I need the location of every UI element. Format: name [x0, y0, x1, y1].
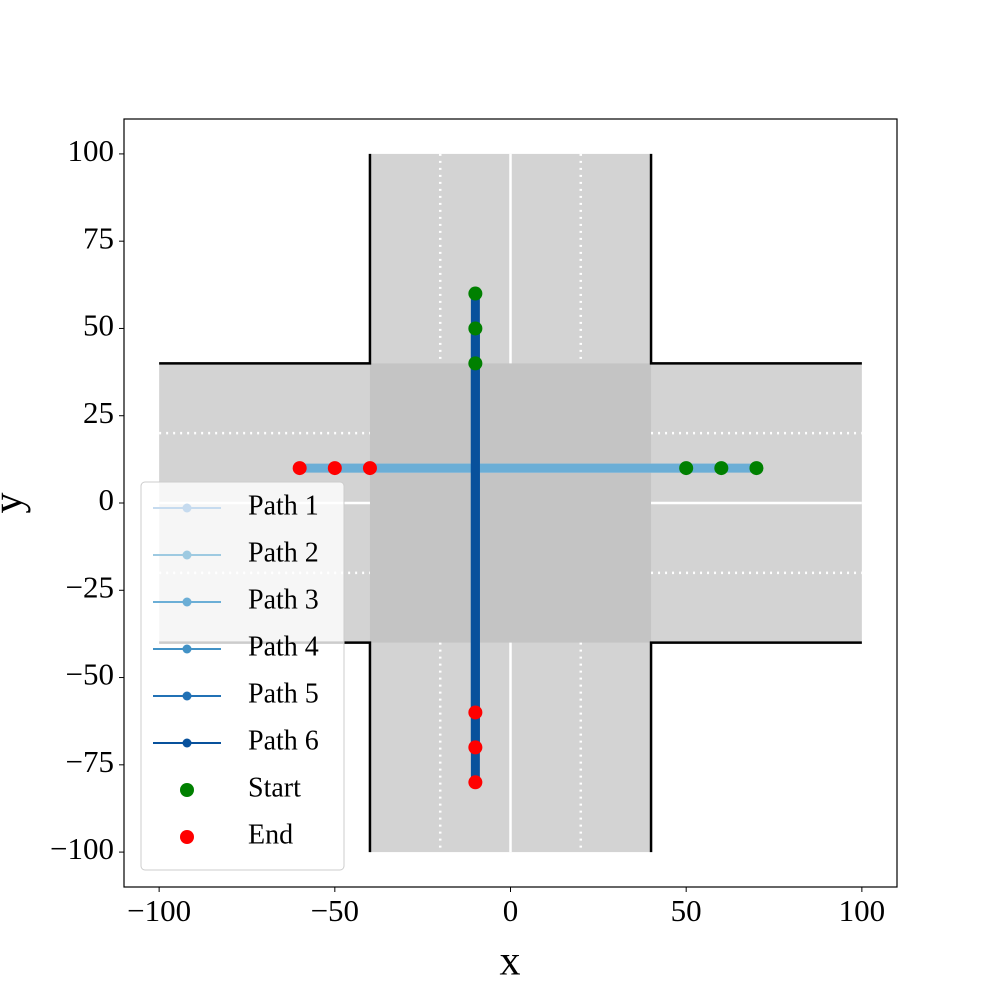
- point-start: [468, 321, 483, 336]
- road-edge: [159, 153, 372, 365]
- y-tick-label: 25: [83, 395, 114, 430]
- legend-marker: [182, 550, 192, 560]
- point-end: [468, 740, 483, 755]
- legend-marker: [182, 597, 192, 607]
- point-end: [292, 461, 307, 476]
- point-start: [468, 286, 483, 301]
- x-axis-label: x: [500, 939, 521, 985]
- point-end: [468, 705, 483, 720]
- point-start: [468, 356, 483, 371]
- x-tick-label: 0: [503, 893, 519, 928]
- point-end: [327, 461, 342, 476]
- legend-label: Path 4: [248, 631, 319, 662]
- intersection: [369, 363, 652, 643]
- legend-box: [140, 481, 345, 871]
- x-tick-label: −50: [311, 893, 359, 928]
- legend-marker: [182, 691, 192, 701]
- y-tick-label: −75: [66, 744, 114, 779]
- legend-marker: [182, 644, 192, 654]
- y-tick-label: −25: [66, 569, 114, 604]
- legend-label: End: [248, 819, 293, 850]
- legend: Path 1 Path 2 Path 3 Path 4 Path 5 Path 6 Star…: [140, 481, 345, 871]
- road-edge: [649, 641, 862, 853]
- legend-label: Path 2: [248, 537, 319, 568]
- x-tick-label: 100: [839, 893, 886, 928]
- y-tick-label: 100: [68, 133, 115, 168]
- legend-marker: [182, 738, 192, 748]
- x-tick-label: 50: [671, 893, 702, 928]
- y-tick-label: −100: [50, 831, 114, 866]
- y-tick-label: 75: [83, 220, 114, 255]
- legend-label: Path 5: [248, 678, 319, 709]
- point-start: [749, 461, 764, 476]
- point-end: [468, 775, 483, 790]
- legend-label: Path 3: [248, 584, 319, 615]
- y-tick-label: −50: [66, 657, 114, 692]
- legend-label: Start: [248, 772, 301, 803]
- legend-label: Path 6: [248, 725, 319, 756]
- x-tick-label: −100: [127, 893, 191, 928]
- y-axis-label: y: [0, 493, 32, 514]
- road-edge: [649, 153, 862, 365]
- legend-marker: [182, 503, 192, 513]
- y-tick-label: 50: [83, 308, 114, 343]
- point-end: [362, 461, 377, 476]
- legend-marker: [180, 783, 194, 797]
- legend-label: Path 1: [248, 490, 319, 521]
- point-start: [714, 461, 729, 476]
- point-start: [679, 461, 694, 476]
- legend-marker: [180, 830, 194, 844]
- y-tick-label: 0: [99, 482, 115, 517]
